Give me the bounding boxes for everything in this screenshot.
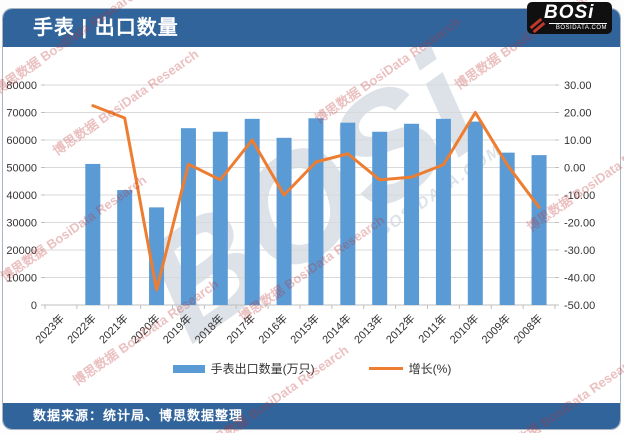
svg-text:2021年: 2021年 xyxy=(96,311,131,346)
svg-text:2008年: 2008年 xyxy=(510,311,545,346)
bar-2017年 xyxy=(244,118,260,305)
svg-text:50000: 50000 xyxy=(6,163,37,175)
svg-text:2013年: 2013年 xyxy=(351,311,386,346)
chart-legend: 手表出口数量(万只) 增长(%) xyxy=(0,360,624,377)
svg-text:20.00: 20.00 xyxy=(564,108,592,120)
bar-2010年 xyxy=(467,121,483,305)
svg-text:10.00: 10.00 xyxy=(564,135,592,147)
card-header: 手表 | 出口数量 xyxy=(3,9,620,47)
svg-text:2010年: 2010年 xyxy=(446,311,481,346)
report-card: 手表 | 出口数量 数据来源：统计局、博思数据整理 xyxy=(2,8,621,430)
legend-item-line: 增长(%) xyxy=(368,360,452,377)
card-footer: 数据来源：统计局、博思数据整理 xyxy=(3,403,620,429)
bar-2013年 xyxy=(372,131,388,305)
data-source: 数据来源：统计局、博思数据整理 xyxy=(33,408,244,423)
bar-2019年 xyxy=(180,128,196,305)
bar-swatch-icon xyxy=(172,364,205,373)
svg-text:2017年: 2017年 xyxy=(223,311,258,346)
svg-text:-40.00: -40.00 xyxy=(564,273,595,285)
legend-label-bars: 手表出口数量(万只) xyxy=(210,362,315,376)
svg-text:-30.00: -30.00 xyxy=(564,245,595,257)
svg-text:10000: 10000 xyxy=(6,273,37,285)
svg-text:-50.00: -50.00 xyxy=(564,300,595,312)
bar-2018年 xyxy=(212,131,228,305)
bosi-logo: BOSi BOSIDATA.COM xyxy=(527,2,612,34)
svg-text:40000: 40000 xyxy=(6,190,37,202)
svg-text:2014年: 2014年 xyxy=(319,311,354,346)
svg-text:0: 0 xyxy=(31,300,37,312)
svg-text:2020年: 2020年 xyxy=(128,311,163,346)
bar-2022年 xyxy=(85,163,101,305)
svg-text:2015年: 2015年 xyxy=(287,311,322,346)
bar-2014年 xyxy=(340,122,356,305)
svg-text:2012年: 2012年 xyxy=(383,311,418,346)
svg-text:-20.00: -20.00 xyxy=(564,218,595,230)
legend-label-line: 增长(%) xyxy=(408,362,452,376)
growth-line xyxy=(91,104,541,292)
svg-text:2009年: 2009年 xyxy=(478,311,513,346)
bar-2012年 xyxy=(404,123,420,306)
svg-text:-10.00: -10.00 xyxy=(564,190,595,202)
svg-text:30000: 30000 xyxy=(6,218,37,230)
svg-text:20000: 20000 xyxy=(6,245,37,257)
svg-text:2016年: 2016年 xyxy=(255,311,290,346)
page-title: 手表 | 出口数量 xyxy=(33,17,179,39)
svg-text:2023年: 2023年 xyxy=(32,311,67,346)
svg-text:2019年: 2019年 xyxy=(160,311,195,346)
line-swatch-icon xyxy=(368,367,403,370)
svg-text:30.00: 30.00 xyxy=(564,80,592,92)
svg-text:2022年: 2022年 xyxy=(64,311,99,346)
svg-text:0.00: 0.00 xyxy=(564,163,585,175)
logo-domain: BOSIDATA.COM xyxy=(549,23,607,31)
bar-2021年 xyxy=(117,190,133,305)
logo-wordmark: BOSi xyxy=(544,2,595,23)
svg-text:80000: 80000 xyxy=(6,80,37,92)
bar-2008年 xyxy=(531,155,547,305)
bar-2015年 xyxy=(308,118,324,306)
svg-text:70000: 70000 xyxy=(6,108,37,120)
bar-2016年 xyxy=(276,137,292,305)
bar-2009年 xyxy=(499,152,515,305)
svg-text:2018年: 2018年 xyxy=(191,311,226,346)
svg-text:60000: 60000 xyxy=(6,135,37,147)
svg-text:2011年: 2011年 xyxy=(415,311,449,345)
legend-item-bars: 手表出口数量(万只) xyxy=(172,360,315,377)
bar-2011年 xyxy=(435,118,451,305)
